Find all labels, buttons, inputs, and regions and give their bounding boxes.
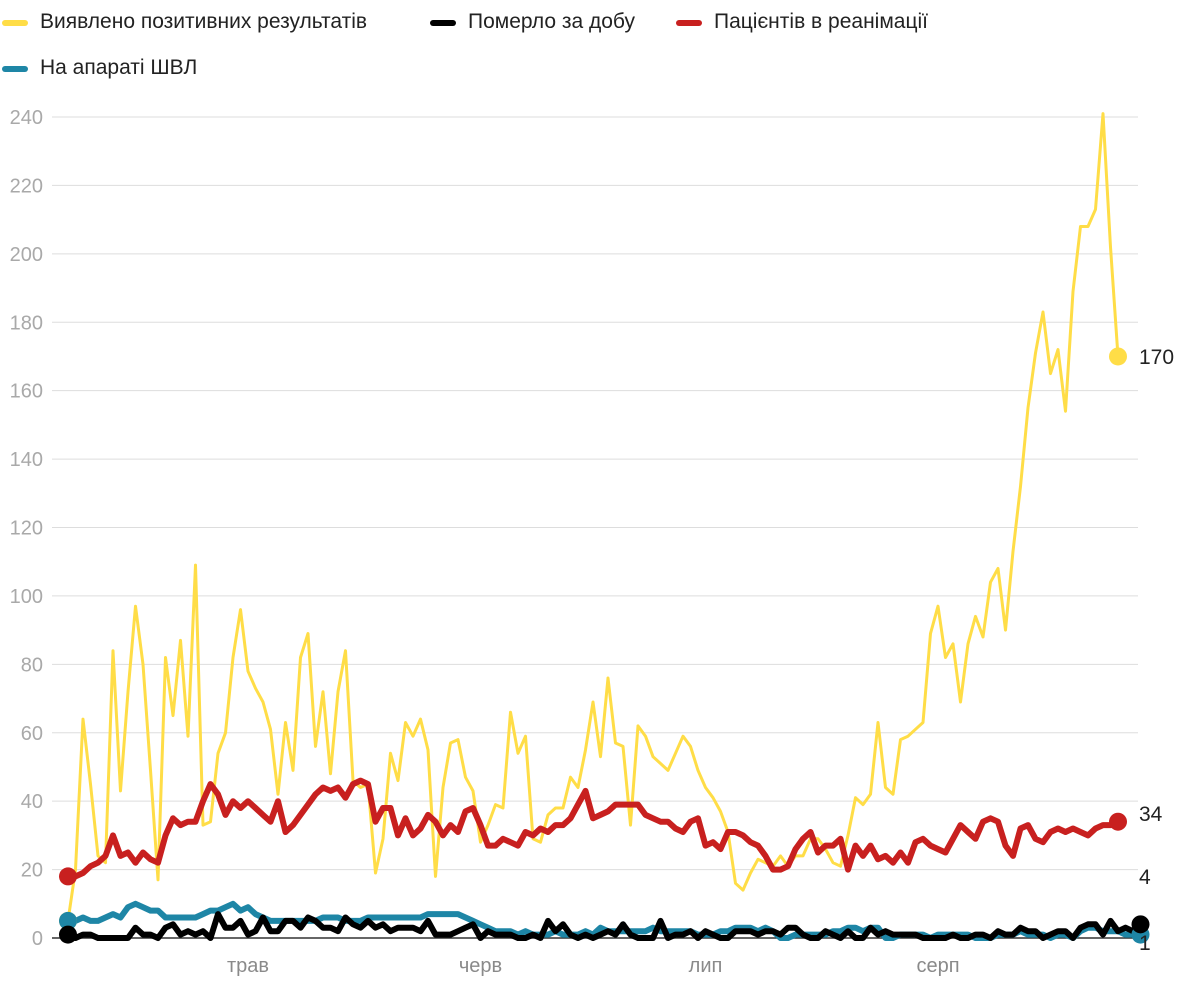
series-line-deaths	[65, 911, 1144, 941]
start-dot-deaths	[59, 925, 77, 944]
legend-label-deaths: Померло за добу	[468, 10, 635, 33]
y-tick-label: 0	[32, 928, 43, 950]
y-tick-label: 80	[21, 654, 43, 676]
y-tick-label: 100	[10, 586, 43, 608]
legend-swatch-icu	[676, 20, 702, 26]
y-tick-label: 240	[10, 107, 43, 129]
x-axis-ticks: трав черв лип серп	[227, 955, 960, 977]
x-tick-label: лип	[689, 955, 723, 977]
x-tick-label: серп	[916, 955, 959, 977]
x-tick-label: черв	[459, 955, 502, 977]
y-tick-label: 160	[10, 381, 43, 403]
end-dot-positive	[1109, 347, 1127, 366]
end-label-positive: 170	[1139, 346, 1174, 369]
start-dot-ventilator	[59, 911, 77, 930]
series-line-positive	[66, 112, 1120, 923]
legend-label-ventilator: На апараті ШВЛ	[40, 56, 198, 79]
end-label-ventilator: 1	[1139, 932, 1151, 955]
y-tick-label: 140	[10, 449, 43, 471]
y-tick-label: 180	[10, 312, 43, 334]
series-line-icu	[65, 777, 1121, 880]
end-dot-icu	[1109, 812, 1127, 831]
legend-swatch-ventilator	[2, 66, 28, 72]
series-endpoints: 170 1 34 4	[59, 346, 1174, 955]
end-dot-deaths	[1131, 915, 1150, 934]
y-tick-label: 20	[21, 860, 43, 882]
series-lines	[65, 112, 1144, 941]
start-dot-icu	[59, 867, 77, 886]
y-tick-label: 60	[21, 723, 43, 745]
legend-label-icu: Пацієнтів в реанімації	[714, 10, 928, 33]
end-label-icu: 34	[1139, 803, 1163, 826]
legend-swatch-positive	[2, 20, 28, 26]
y-tick-label: 120	[10, 518, 43, 540]
y-axis-ticks: 0 20 40 60 80 100 120 140 160 180 200 220 240	[10, 107, 43, 950]
legend-label-positive: Виявлено позитивних результатів	[40, 10, 368, 33]
end-label-deaths: 4	[1139, 866, 1151, 889]
y-tick-label: 200	[10, 244, 43, 266]
legend-swatch-deaths	[430, 20, 456, 26]
x-tick-label: трав	[227, 955, 269, 977]
y-tick-label: 220	[10, 175, 43, 197]
series-line-ventilator	[65, 900, 1144, 941]
y-tick-label: 40	[21, 791, 43, 813]
